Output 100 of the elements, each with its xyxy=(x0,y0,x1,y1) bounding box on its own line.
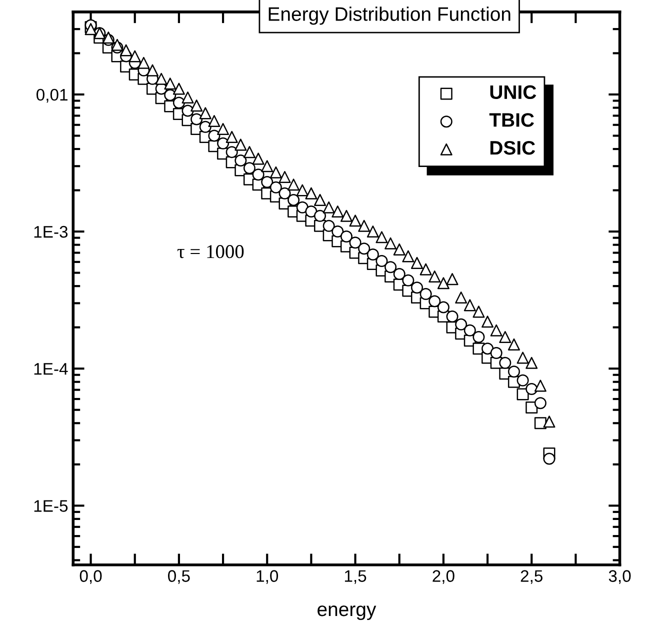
point xyxy=(164,78,176,90)
point xyxy=(464,324,476,336)
x-tick-label: 2,0 xyxy=(432,570,454,584)
point xyxy=(410,256,423,269)
point xyxy=(146,64,159,76)
point xyxy=(278,187,291,200)
point xyxy=(270,166,282,178)
point xyxy=(208,130,220,142)
x-tick-label: 2,5 xyxy=(520,570,542,584)
point xyxy=(278,170,291,183)
point xyxy=(508,338,520,350)
point xyxy=(393,268,406,280)
point xyxy=(322,220,335,232)
point xyxy=(296,184,308,196)
point xyxy=(526,356,538,369)
point xyxy=(226,130,238,143)
point xyxy=(182,104,194,117)
point xyxy=(217,122,230,135)
point xyxy=(428,295,441,308)
point xyxy=(420,263,432,276)
point xyxy=(155,72,168,85)
x-tick-label: 3,0 xyxy=(608,570,631,584)
point xyxy=(190,100,203,112)
x-tick-label: 1,5 xyxy=(344,570,366,584)
point xyxy=(349,214,362,227)
point xyxy=(288,178,300,191)
point xyxy=(455,318,468,330)
point xyxy=(490,324,502,336)
point xyxy=(508,366,520,378)
y-tick-label: 1E-4 xyxy=(34,363,68,375)
legend-label: DSIC xyxy=(490,140,536,155)
point xyxy=(111,38,124,51)
point xyxy=(138,56,150,69)
point xyxy=(358,242,370,255)
x-tick-label: 0,5 xyxy=(168,570,190,584)
point xyxy=(332,226,344,238)
point xyxy=(314,210,326,222)
point xyxy=(190,113,203,126)
point xyxy=(234,154,247,166)
point xyxy=(464,299,476,312)
point xyxy=(305,206,318,218)
point xyxy=(384,261,397,274)
x-tick-label: 1,0 xyxy=(256,570,278,584)
point xyxy=(252,168,264,181)
x-axis-title: energy xyxy=(318,606,376,620)
point xyxy=(376,231,388,244)
x-tick-label: 0,0 xyxy=(80,570,102,584)
y-tick-label: 1E-5 xyxy=(34,500,68,512)
legend-label: UNIC xyxy=(490,85,536,100)
point xyxy=(340,210,352,222)
point xyxy=(288,194,300,206)
point xyxy=(534,380,546,392)
point xyxy=(172,82,185,95)
point xyxy=(534,397,546,410)
point xyxy=(446,273,458,286)
point xyxy=(534,417,546,430)
point xyxy=(366,248,379,260)
point xyxy=(482,316,494,328)
point xyxy=(499,331,512,344)
point xyxy=(243,162,256,174)
point xyxy=(420,288,432,300)
point xyxy=(270,181,282,194)
point xyxy=(243,146,256,158)
point xyxy=(437,301,450,314)
point xyxy=(340,230,352,242)
point xyxy=(366,226,379,238)
point xyxy=(128,50,141,62)
point xyxy=(472,331,485,344)
point xyxy=(516,352,529,364)
point xyxy=(314,194,326,206)
point xyxy=(526,382,538,395)
point xyxy=(182,92,194,104)
point xyxy=(261,176,274,188)
point xyxy=(393,243,406,256)
point xyxy=(217,137,230,150)
point xyxy=(332,206,344,218)
point xyxy=(322,201,335,214)
legend-label: TBIC xyxy=(489,113,534,127)
point xyxy=(164,89,176,102)
point xyxy=(296,201,308,214)
y-tick-label: 0,01 xyxy=(36,88,68,103)
point xyxy=(199,120,212,133)
point xyxy=(234,138,247,151)
point xyxy=(446,310,458,322)
point xyxy=(349,236,362,249)
y-tick-label: 1E-3 xyxy=(34,226,68,238)
point xyxy=(472,306,485,318)
point xyxy=(305,187,318,200)
point xyxy=(428,270,441,282)
point xyxy=(358,220,370,232)
annotation: τ = 1000 xyxy=(177,245,244,258)
point xyxy=(402,250,414,262)
point xyxy=(437,277,450,290)
point xyxy=(226,146,238,158)
point xyxy=(402,274,414,286)
point xyxy=(120,44,132,56)
point xyxy=(482,342,494,355)
point xyxy=(499,356,512,369)
point xyxy=(543,452,556,465)
chart-title: Energy Distribution Function xyxy=(268,6,510,25)
